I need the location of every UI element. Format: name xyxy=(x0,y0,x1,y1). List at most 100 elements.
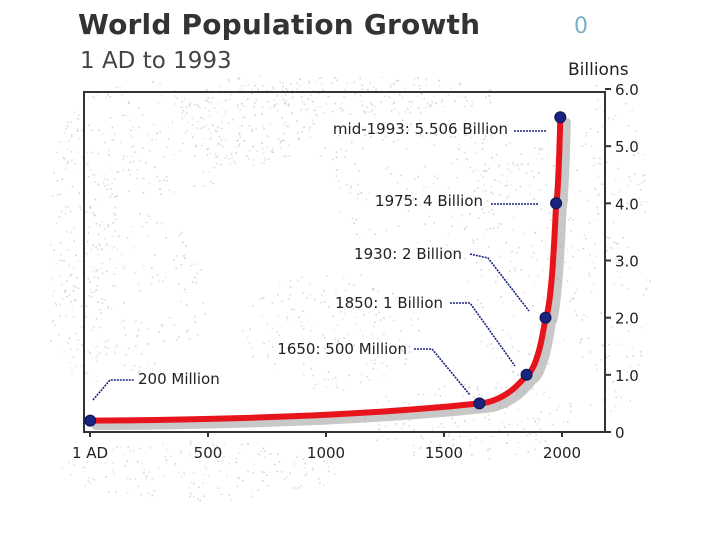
speckle-dot xyxy=(299,85,301,87)
speckle-dot xyxy=(413,84,415,86)
speckle-dot xyxy=(60,242,62,244)
speckle-dot xyxy=(67,121,69,123)
speckle-dot xyxy=(159,180,161,182)
speckle-dot xyxy=(110,188,112,190)
speckle-dot xyxy=(542,393,545,396)
speckle-dot xyxy=(64,132,66,134)
speckle-dot xyxy=(218,135,221,138)
speckle-dot xyxy=(451,162,453,165)
speckle-dot xyxy=(66,249,69,251)
speckle-dot xyxy=(91,329,94,332)
speckle-dot xyxy=(142,191,145,194)
speckle-dot xyxy=(586,316,588,318)
speckle-dot xyxy=(594,267,596,269)
speckle-dot xyxy=(479,203,482,206)
speckle-dot xyxy=(468,386,470,389)
speckle-dot xyxy=(56,179,59,182)
speckle-dot xyxy=(127,446,129,449)
speckle-dot xyxy=(320,83,323,85)
speckle-dot xyxy=(589,128,592,130)
speckle-dot xyxy=(351,217,354,220)
annotation-leader xyxy=(450,302,516,367)
speckle-dot xyxy=(165,237,167,239)
speckle-dot xyxy=(189,102,192,104)
speckle-dot xyxy=(96,354,99,357)
speckle-dot xyxy=(97,184,100,186)
speckle-dot xyxy=(252,164,254,166)
speckle-dot xyxy=(523,232,526,234)
speckle-dot xyxy=(476,238,479,241)
speckle-dot xyxy=(272,86,274,89)
speckle-dot xyxy=(70,301,72,303)
speckle-dot xyxy=(277,294,279,296)
speckle-dot xyxy=(433,144,436,146)
speckle-dot xyxy=(351,141,353,144)
speckle-dot xyxy=(396,182,399,184)
speckle-dot xyxy=(497,180,499,182)
speckle-dot xyxy=(140,494,143,496)
speckle-dot xyxy=(204,99,206,102)
speckle-dot xyxy=(296,82,298,84)
speckle-dot xyxy=(93,290,95,293)
speckle-dot xyxy=(104,462,107,464)
speckle-dot xyxy=(150,447,152,449)
speckle-dot xyxy=(94,214,96,216)
speckle-dot xyxy=(70,134,73,137)
speckle-dot xyxy=(66,125,69,128)
speckle-dot xyxy=(615,261,618,264)
speckle-dot xyxy=(371,333,374,335)
speckle-dot xyxy=(287,125,289,127)
speckle-dot xyxy=(53,249,55,251)
speckle-dot xyxy=(164,276,167,278)
speckle-dot xyxy=(474,168,477,171)
speckle-dot xyxy=(283,99,286,101)
speckle-dot xyxy=(300,485,302,487)
speckle-dot xyxy=(213,166,216,169)
speckle-dot xyxy=(93,215,95,217)
speckle-dot xyxy=(88,477,90,479)
speckle-dot xyxy=(139,159,142,162)
speckle-dot xyxy=(222,145,224,148)
speckle-dot xyxy=(395,79,398,82)
speckle-dot xyxy=(288,102,290,105)
speckle-dot xyxy=(417,393,420,396)
speckle-dot xyxy=(207,97,209,99)
speckle-dot xyxy=(301,101,304,103)
speckle-dot xyxy=(303,467,306,469)
speckle-dot xyxy=(183,98,186,100)
speckle-dot xyxy=(462,394,464,397)
speckle-dot xyxy=(114,230,117,232)
speckle-dot xyxy=(61,467,63,470)
speckle-dot xyxy=(104,346,107,348)
speckle-dot xyxy=(593,164,595,167)
speckle-dot xyxy=(215,111,218,113)
speckle-dot xyxy=(101,133,104,136)
speckle-dot xyxy=(637,183,639,185)
speckle-dot xyxy=(364,134,366,137)
speckle-dot xyxy=(345,82,348,84)
speckle-dot xyxy=(333,473,336,475)
speckle-dot xyxy=(589,253,591,256)
speckle-dot xyxy=(137,283,140,286)
speckle-dot xyxy=(300,108,302,111)
curve-shadow xyxy=(91,117,571,431)
speckle-dot xyxy=(156,132,158,135)
speckle-dot xyxy=(78,192,80,195)
speckle-dot xyxy=(363,111,366,114)
speckle-dot xyxy=(261,142,263,144)
speckle-dot xyxy=(359,77,362,80)
speckle-dot xyxy=(101,272,104,274)
speckle-dot xyxy=(375,314,377,316)
speckle-dot xyxy=(129,119,131,122)
speckle-dot xyxy=(424,165,426,168)
speckle-dot xyxy=(196,272,198,275)
annotation-label: 1650: 500 Million xyxy=(277,340,407,358)
speckle-dot xyxy=(310,94,312,96)
speckle-dot xyxy=(107,226,110,228)
speckle-dot xyxy=(91,295,93,298)
speckle-dot xyxy=(337,339,339,341)
speckle-dot xyxy=(407,108,409,110)
speckle-dot xyxy=(203,452,206,454)
speckle-dot xyxy=(366,376,369,378)
speckle-dot xyxy=(94,198,97,201)
